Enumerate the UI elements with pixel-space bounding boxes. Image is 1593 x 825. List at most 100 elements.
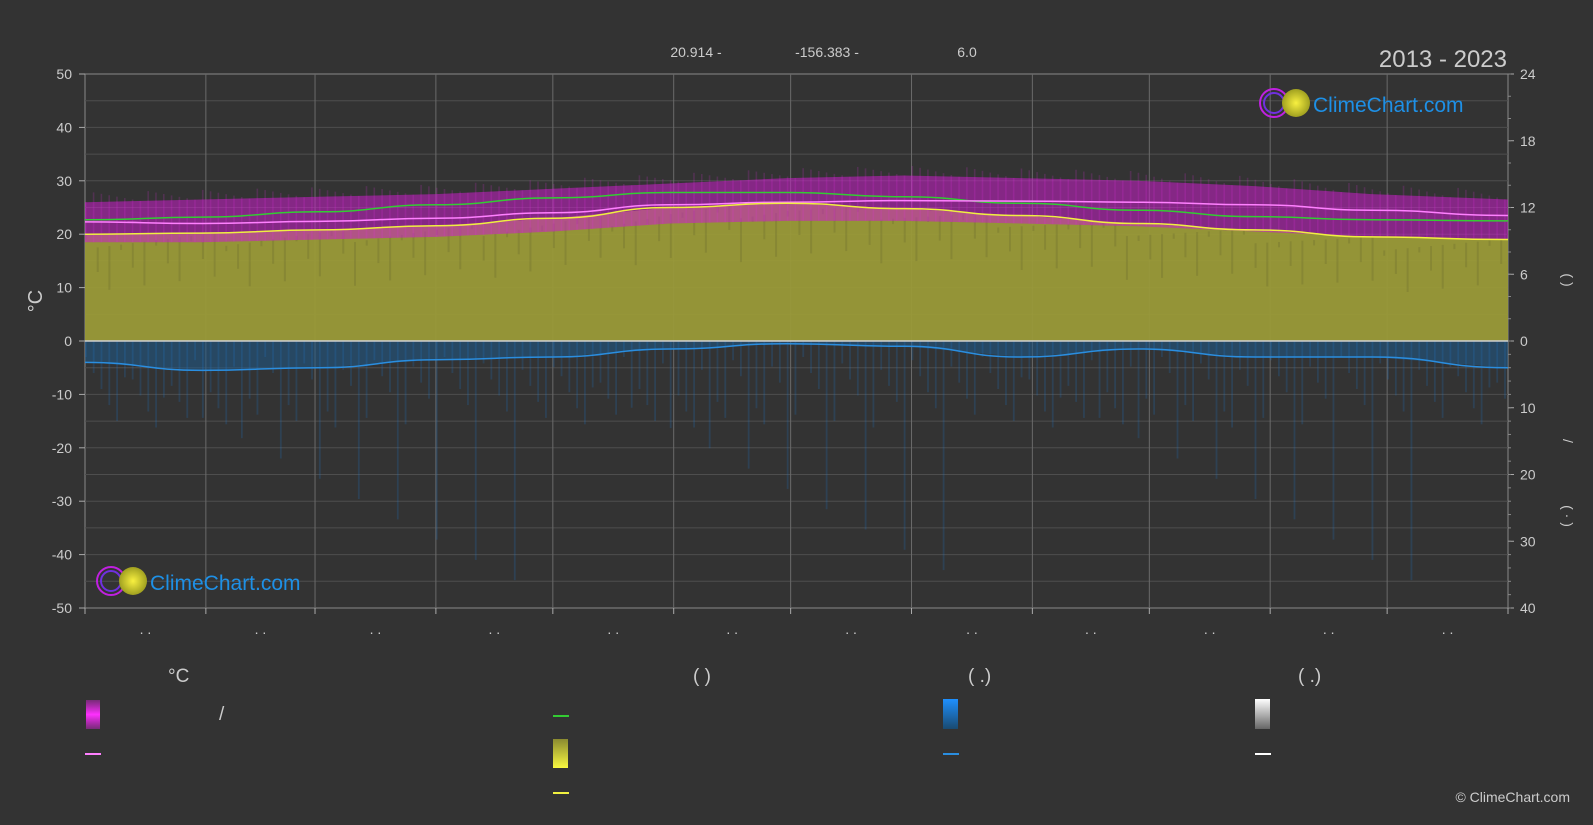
rain-day-bar <box>732 341 734 361</box>
sunshine-day-bar <box>272 239 275 264</box>
sunshine-day-bar <box>131 243 134 268</box>
rain-day-bar <box>942 341 945 571</box>
legend-rain-swatch <box>943 699 958 729</box>
sunshine-day-bar <box>892 218 895 225</box>
temperature-day-bar <box>1488 195 1491 240</box>
brand-logo-top[interactable]: ClimeChart.com <box>1259 88 1464 118</box>
temperature-day-bar <box>365 186 368 239</box>
temperature-day-bar <box>1231 185 1233 231</box>
temperature-day-bar <box>755 171 758 222</box>
rain-day-bar <box>958 341 961 383</box>
sunshine-day-bar <box>377 238 380 264</box>
temperature-day-bar <box>311 187 313 240</box>
temperature-day-bar <box>1387 193 1389 238</box>
sunshine-day-bar <box>985 213 988 258</box>
temperature-day-bar <box>1324 187 1327 235</box>
rain-day-bar <box>778 341 781 383</box>
rain-day-bar <box>1449 341 1452 368</box>
temperature-day-bar <box>872 169 875 221</box>
rain-day-bar <box>92 341 95 374</box>
sunshine-day-bar <box>1383 250 1386 256</box>
rain-day-bar <box>669 341 672 429</box>
rain-day-bar <box>708 341 711 449</box>
sunshine-day-bar <box>494 233 497 278</box>
rain-day-bar <box>1254 341 1257 500</box>
sunshine-day-bar <box>623 223 626 249</box>
temperature-day-bar <box>1028 170 1031 224</box>
temperature-day-bar <box>693 172 695 223</box>
daylight-line <box>85 191 1508 222</box>
rain-day-bar <box>482 341 485 364</box>
rain-day-bar <box>919 341 922 377</box>
rain-day-bar <box>201 341 204 418</box>
rain-day-bar <box>693 341 695 428</box>
temperature-day-bar <box>1301 181 1303 234</box>
temperature-day-bar <box>646 176 649 226</box>
rain-day-bar <box>1176 341 1179 459</box>
temperature-day-bar <box>1309 183 1311 235</box>
right-top-tick-label: 24 <box>1520 66 1536 82</box>
rain-day-bar <box>623 341 625 358</box>
month-label: . . <box>140 621 152 637</box>
sunshine-day-bar <box>997 227 1000 233</box>
rain-day-bar <box>116 341 118 422</box>
temperature-day-bar <box>810 169 812 221</box>
rain-day-bar <box>194 341 196 361</box>
right-bottom-tick-label: 40 <box>1520 600 1536 616</box>
temperature-day-bar <box>1106 176 1109 226</box>
rain-day-bar <box>108 341 111 406</box>
rain-day-bar <box>700 341 703 370</box>
legend-rain-title: ( .) <box>968 666 991 687</box>
right-top-tick-label: 0 <box>1520 333 1528 349</box>
temperature-day-bar <box>763 172 765 222</box>
sunshine-day-bar <box>1430 246 1433 271</box>
temperature-day-bar <box>817 171 820 221</box>
month-label: . . <box>370 621 382 637</box>
rain-day-bar <box>849 341 851 380</box>
sunshine-day-bar <box>412 233 415 258</box>
temperature-day-bar <box>1410 187 1413 238</box>
rain-day-bar <box>178 341 181 402</box>
temperature-day-bar <box>1363 187 1366 237</box>
rain-day-bar <box>880 341 883 370</box>
temperature-day-bar <box>552 184 555 232</box>
legend-sunshine-swatch <box>553 739 568 768</box>
rain-day-bar <box>552 341 555 368</box>
rain-day-bar <box>131 341 134 380</box>
temperature-day-bar <box>786 176 789 221</box>
rain-day-bar <box>420 341 423 383</box>
sunshine-day-bar <box>1032 225 1035 231</box>
sunshine-day-bar <box>260 240 263 247</box>
rain-day-bar <box>435 341 438 540</box>
month-label: . . <box>255 621 267 637</box>
temperature-day-bar <box>303 197 305 240</box>
sunshine-day-bar <box>1476 241 1479 286</box>
temperature-day-bar <box>1480 193 1483 240</box>
copyright-text[interactable]: © ClimeChart.com <box>1455 789 1570 805</box>
temperature-day-bar <box>350 194 352 239</box>
temperature-day-bar <box>233 195 235 242</box>
temperature-day-bar <box>903 175 906 221</box>
rain-day-bar <box>911 341 914 361</box>
sunshine-day-bar <box>739 218 742 263</box>
rain-day-bar <box>685 341 688 412</box>
rain-day-bar <box>747 341 750 469</box>
left-tick-label: -40 <box>52 547 72 563</box>
temperature-day-bar <box>669 180 672 224</box>
rain-day-bar <box>123 341 126 378</box>
sunshine-day-bar <box>1406 248 1409 293</box>
rain-day-bar <box>428 341 430 399</box>
left-tick-label: -50 <box>52 600 72 616</box>
rain-day-bar <box>100 341 103 390</box>
sunshine-day-bar <box>704 208 707 253</box>
rain-day-bar <box>997 341 1000 390</box>
legend-temperature-title: °C <box>168 666 189 687</box>
rain-day-bar <box>755 341 758 409</box>
brand-logo-bottom[interactable]: ClimeChart.com <box>96 566 301 596</box>
rain-day-bar <box>1301 341 1304 425</box>
sunshine-day-bar <box>763 214 766 240</box>
left-tick-label: 50 <box>56 66 72 82</box>
temperature-day-bar <box>467 192 469 236</box>
sunshine-day-bar <box>1219 230 1222 256</box>
longitude-text: -156.383 - <box>795 44 859 60</box>
